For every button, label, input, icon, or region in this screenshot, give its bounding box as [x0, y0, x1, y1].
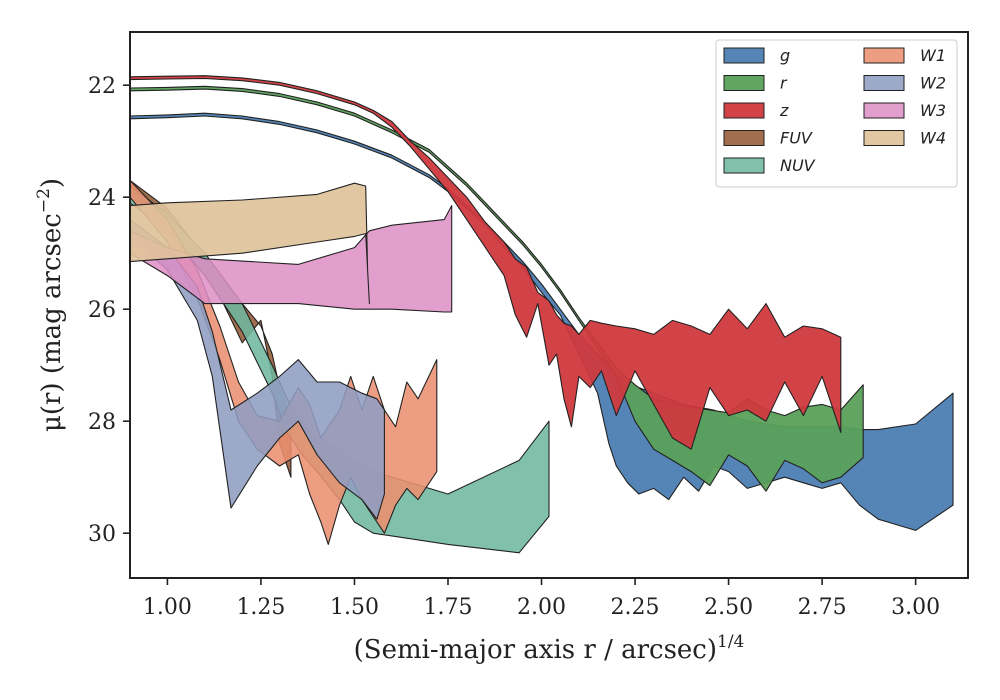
legend-swatch	[723, 130, 765, 146]
y-tick-label: 26	[88, 298, 116, 323]
legend-item-g: g	[723, 46, 790, 65]
legend-label: W1	[920, 46, 946, 65]
legend-item-w4: W4	[863, 129, 946, 148]
legend-label: W3	[920, 101, 946, 120]
x-tick-label: 2.50	[704, 595, 753, 620]
legend-swatch	[863, 130, 905, 146]
legend-swatch	[723, 157, 765, 174]
y-tick-label: 22	[88, 74, 116, 99]
x-tick-label: 1.25	[236, 595, 285, 620]
y-tick-label: 30	[88, 522, 116, 547]
legend-label: r	[780, 74, 788, 93]
legend-swatch	[863, 75, 905, 91]
legend-item-w1: W1	[863, 46, 946, 65]
x-tick-label: 2.75	[798, 595, 847, 620]
plot-frame	[129, 31, 969, 579]
y-tick-label: 28	[88, 410, 116, 435]
x-tick-label: 2.00	[517, 595, 566, 620]
y-axis: 22 24 26 28 30	[88, 74, 130, 547]
legend-label: NUV	[780, 156, 816, 175]
legend-label: W4	[920, 129, 946, 148]
y-axis-label-superscript: −2	[34, 188, 54, 213]
x-tick-label: 1.00	[143, 595, 192, 620]
x-tick-label: 2.25	[611, 595, 660, 620]
legend-swatch	[723, 47, 765, 64]
legend-label: W2	[920, 74, 946, 93]
legend-label: z	[779, 101, 789, 120]
y-tick-label: 24	[88, 186, 116, 211]
x-axis: 1.00 1.25 1.50 1.75 2.00 2.25 2.50 2.75 3.00	[143, 578, 940, 620]
x-axis-label-text: (Semi-major axis r / arcsec)	[354, 635, 717, 665]
legend-item-z: z	[723, 101, 789, 120]
x-tick-label: 1.75	[423, 595, 472, 620]
legend-swatch	[863, 102, 905, 119]
legend-label: g	[780, 46, 790, 65]
series-band-z	[130, 75, 842, 450]
x-axis-label: (Semi-major axis r / arcsec)1/4	[354, 632, 745, 665]
series-band-w4	[130, 182, 370, 305]
legend-swatch	[723, 75, 765, 91]
legend-item-nuv: NUV	[723, 156, 816, 175]
series-layer	[130, 75, 954, 554]
y-axis-label-text: μ(r) (mag arcsec	[37, 213, 67, 432]
legend-swatch	[723, 102, 765, 119]
y-axis-label: μ(r) (mag arcsec−2)	[34, 178, 67, 432]
legend-item-w3: W3	[863, 101, 946, 120]
legend-label: FUV	[780, 129, 813, 148]
y-axis-label-end: )	[37, 178, 67, 188]
legend-item-r: r	[723, 74, 788, 93]
series-band-r	[130, 85, 864, 492]
x-axis-label-superscript: 1/4	[717, 632, 744, 652]
x-tick-label: 1.50	[330, 595, 379, 620]
legend-item-fuv: FUV	[723, 129, 813, 148]
series-band-w3	[130, 205, 453, 313]
legend-swatch	[863, 47, 905, 64]
legend: grz FUV NUV W1 W2 W3 W4	[715, 39, 958, 188]
legend-item-w2: W2	[863, 74, 946, 93]
x-tick-label: 3.00	[891, 595, 940, 620]
